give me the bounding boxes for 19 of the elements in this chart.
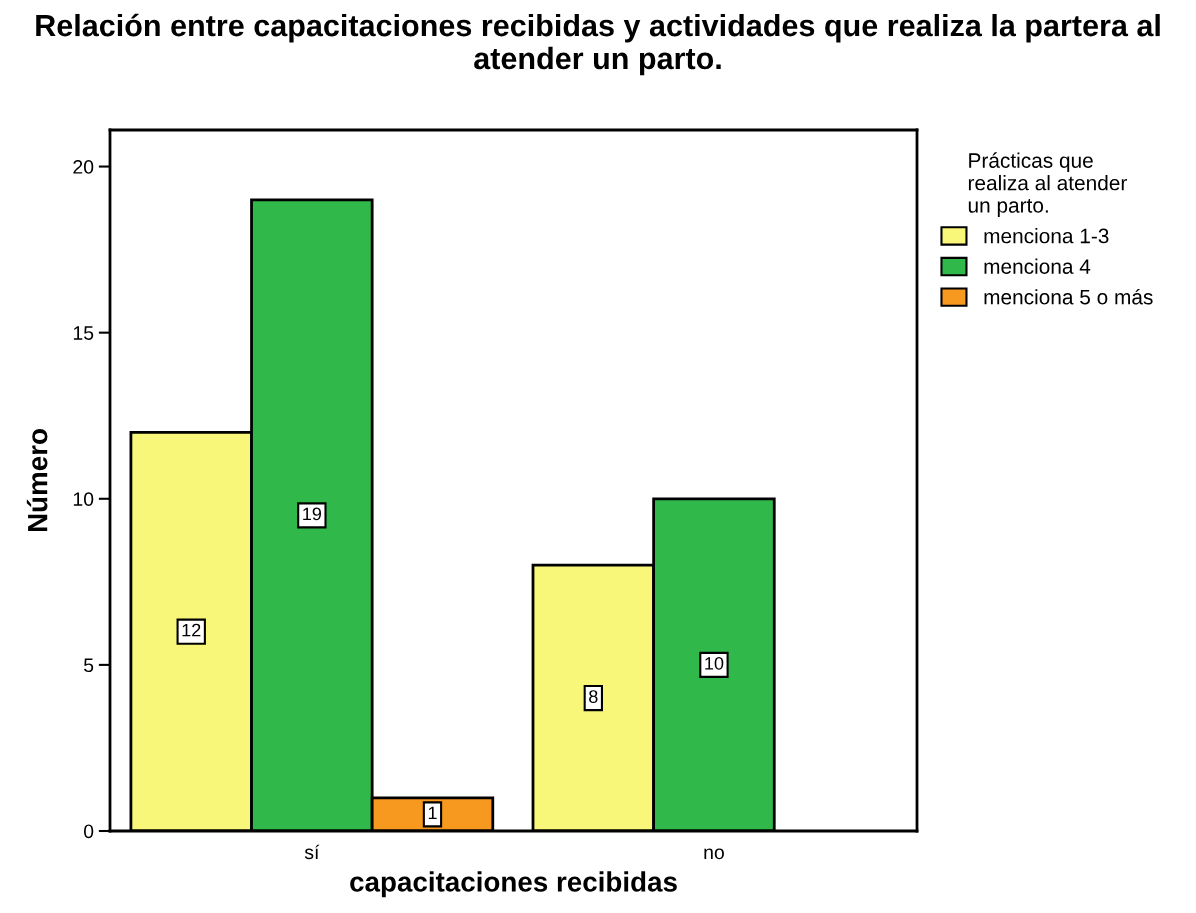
data-label: 1 — [428, 806, 437, 820]
y-axis-title: Número — [26, 429, 48, 532]
chart-title: Relación entre capacitaciones recibidas y actividades que realiza la partera al atender un parto. — [36, 13, 1160, 76]
x-tick-label: no — [704, 848, 724, 860]
data-label: 12 — [182, 623, 201, 637]
y-tick-label: 20 — [73, 160, 94, 174]
y-tick-label: 0 — [83, 824, 94, 839]
y-tick-label: 15 — [73, 326, 94, 340]
x-axis-title: capacitaciones recibidas — [350, 871, 677, 898]
legend-title: Prácticas que realiza al atender un parto. — [968, 152, 1127, 217]
y-tick-label: 10 — [73, 492, 94, 507]
x-tick-label: sí — [304, 844, 320, 860]
legend-label: menciona 5 o más — [984, 288, 1153, 305]
legend-label: menciona 1-3 — [984, 228, 1109, 244]
legend-label: menciona 4 — [984, 258, 1091, 274]
data-label: 10 — [705, 656, 724, 670]
y-tick-label: 5 — [83, 658, 94, 673]
data-label: 19 — [303, 507, 322, 521]
data-label: 8 — [589, 690, 598, 703]
